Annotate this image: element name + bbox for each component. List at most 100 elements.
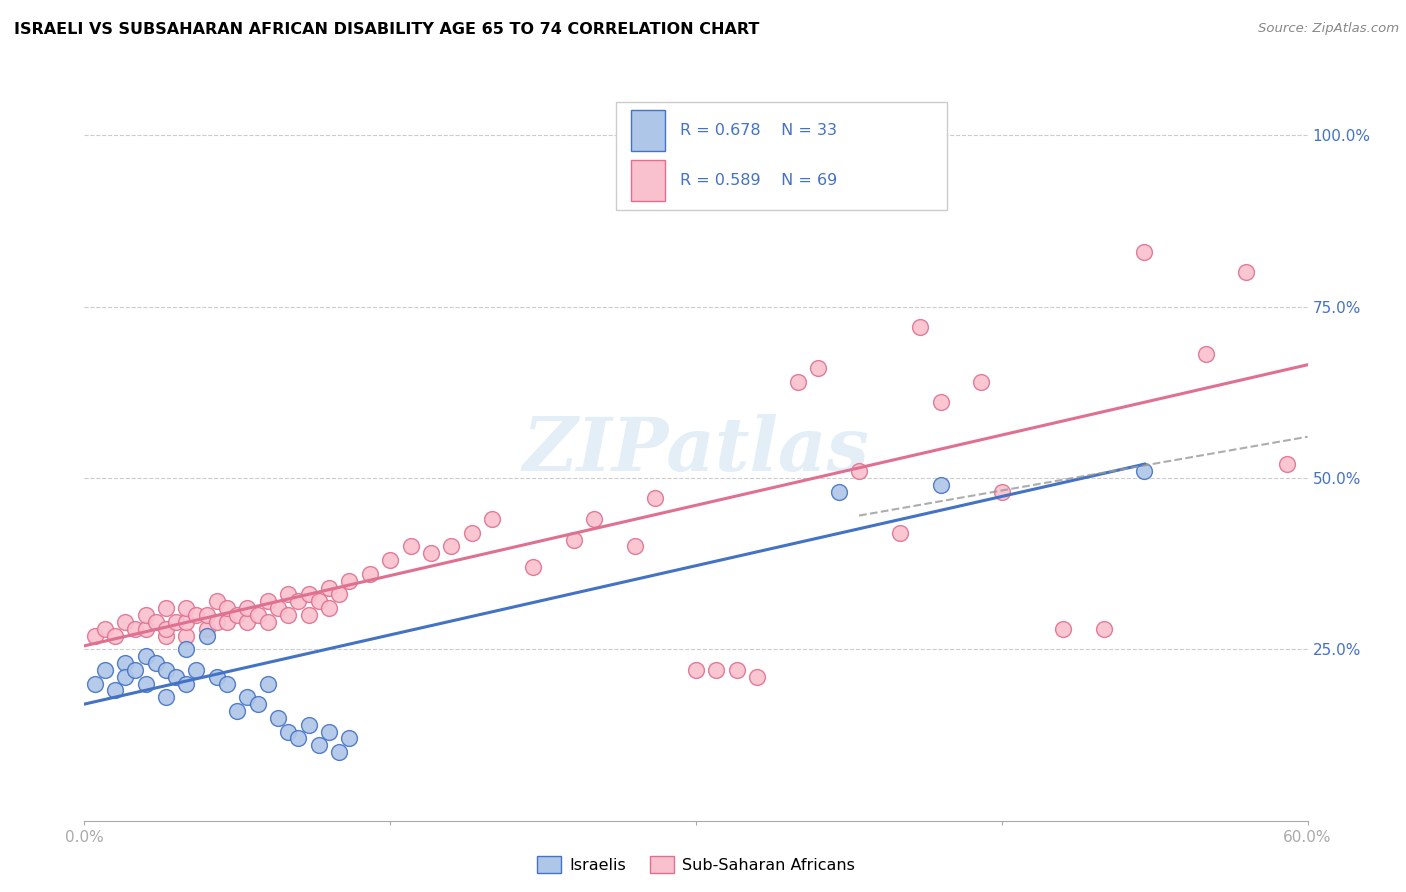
- Point: [135, 622, 157, 636]
- Point: [1092, 622, 1115, 636]
- Point: [308, 594, 330, 608]
- Text: Source: ZipAtlas.com: Source: ZipAtlas.com: [1258, 22, 1399, 36]
- Point: [277, 607, 299, 622]
- Point: [1133, 464, 1156, 478]
- FancyBboxPatch shape: [616, 103, 946, 210]
- Point: [135, 649, 157, 664]
- Bar: [631, 111, 665, 151]
- Point: [236, 601, 259, 615]
- Point: [461, 525, 484, 540]
- Point: [195, 622, 218, 636]
- Point: [217, 676, 239, 690]
- Point: [165, 670, 187, 684]
- Point: [155, 628, 177, 642]
- Point: [929, 477, 952, 491]
- Point: [991, 484, 1014, 499]
- Point: [298, 587, 321, 601]
- Point: [1195, 347, 1218, 361]
- Point: [114, 670, 136, 684]
- Point: [481, 512, 503, 526]
- Point: [359, 566, 381, 581]
- Point: [420, 546, 443, 560]
- Text: R = 0.589    N = 69: R = 0.589 N = 69: [681, 173, 838, 187]
- Point: [104, 628, 127, 642]
- Point: [205, 615, 228, 629]
- Point: [135, 607, 157, 622]
- Point: [1052, 622, 1074, 636]
- Point: [124, 663, 146, 677]
- Point: [339, 731, 361, 746]
- Point: [787, 375, 810, 389]
- Point: [246, 697, 269, 711]
- Point: [114, 656, 136, 670]
- Point: [848, 464, 870, 478]
- Point: [257, 615, 280, 629]
- Point: [236, 690, 259, 705]
- Point: [174, 615, 197, 629]
- Point: [1236, 265, 1258, 279]
- Point: [205, 594, 228, 608]
- Point: [174, 642, 197, 657]
- Point: [380, 553, 402, 567]
- Point: [277, 724, 299, 739]
- Point: [145, 615, 167, 629]
- Point: [155, 601, 177, 615]
- Point: [308, 738, 330, 752]
- Point: [217, 601, 239, 615]
- Point: [287, 731, 309, 746]
- Point: [104, 683, 127, 698]
- Point: [217, 615, 239, 629]
- Text: R = 0.678    N = 33: R = 0.678 N = 33: [681, 123, 837, 138]
- Point: [1133, 244, 1156, 259]
- Point: [970, 375, 993, 389]
- Text: ZIPatlas: ZIPatlas: [523, 414, 869, 487]
- Legend: Israelis, Sub-Saharan Africans: Israelis, Sub-Saharan Africans: [531, 850, 860, 880]
- Point: [298, 717, 321, 731]
- Point: [83, 628, 105, 642]
- Point: [267, 711, 290, 725]
- Point: [318, 724, 340, 739]
- Point: [929, 395, 952, 409]
- Point: [226, 704, 249, 718]
- Point: [124, 622, 146, 636]
- Point: [1277, 457, 1299, 471]
- Point: [318, 581, 340, 595]
- Point: [114, 615, 136, 629]
- Point: [522, 560, 544, 574]
- Point: [440, 540, 463, 554]
- Point: [226, 607, 249, 622]
- Point: [145, 656, 167, 670]
- Point: [828, 484, 851, 499]
- Point: [174, 628, 197, 642]
- Point: [685, 663, 707, 677]
- Point: [706, 663, 728, 677]
- Point: [910, 320, 932, 334]
- Point: [135, 676, 157, 690]
- Point: [328, 745, 350, 759]
- Point: [93, 622, 115, 636]
- Point: [257, 676, 280, 690]
- Bar: [631, 160, 665, 201]
- Point: [165, 615, 187, 629]
- Point: [236, 615, 259, 629]
- Point: [155, 690, 177, 705]
- Point: [195, 607, 218, 622]
- Point: [889, 525, 911, 540]
- Point: [205, 670, 228, 684]
- Point: [339, 574, 361, 588]
- Point: [155, 663, 177, 677]
- Point: [287, 594, 309, 608]
- Point: [583, 512, 606, 526]
- Text: ISRAELI VS SUBSAHARAN AFRICAN DISABILITY AGE 65 TO 74 CORRELATION CHART: ISRAELI VS SUBSAHARAN AFRICAN DISABILITY…: [14, 22, 759, 37]
- Point: [155, 622, 177, 636]
- Point: [277, 587, 299, 601]
- Point: [186, 663, 208, 677]
- Point: [328, 587, 350, 601]
- Point: [174, 601, 197, 615]
- Point: [174, 676, 197, 690]
- Point: [562, 533, 585, 547]
- Point: [747, 670, 769, 684]
- Point: [807, 361, 830, 376]
- Point: [93, 663, 115, 677]
- Point: [83, 676, 105, 690]
